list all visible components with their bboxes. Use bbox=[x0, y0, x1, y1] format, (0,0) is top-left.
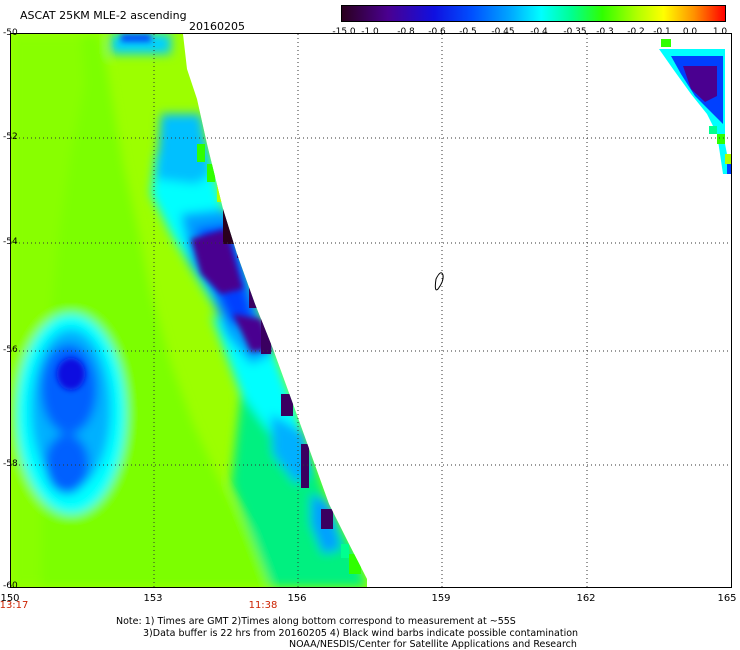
colorbar-label-0: -15.0 bbox=[332, 27, 356, 37]
colorbar-label-6: -0.4 bbox=[530, 27, 548, 37]
colorbar-label-11: 0.0 bbox=[682, 27, 698, 37]
colorbar-label-4: -0.5 bbox=[459, 27, 477, 37]
colorbar-label-3: -0.6 bbox=[428, 27, 446, 37]
lat-label-52: -52 bbox=[3, 132, 18, 142]
lon-label-153: 153 bbox=[143, 593, 163, 604]
scatterometer-swath bbox=[11, 34, 367, 587]
colorbar-label-7: -0.35 bbox=[563, 27, 587, 37]
time-label-1: 13:17 bbox=[0, 600, 29, 611]
lon-label-150: 150 bbox=[0, 593, 20, 604]
lat-label-56: -56 bbox=[3, 345, 18, 355]
lon-label-156: 156 bbox=[287, 593, 307, 604]
lon-label-159: 159 bbox=[431, 593, 451, 604]
map-title: ASCAT 25KM MLE-2 ascending bbox=[20, 9, 187, 22]
colorbar-label-10: -0.1 bbox=[653, 27, 671, 37]
lat-label-60: -60 bbox=[3, 581, 18, 591]
colorbar-label-12: 1.0 bbox=[712, 27, 728, 37]
colorbar-label-5: -0.45 bbox=[491, 27, 515, 37]
map-svg bbox=[11, 34, 731, 587]
lat-label-50: -50 bbox=[3, 28, 18, 38]
colorbar-label-8: -0.3 bbox=[596, 27, 614, 37]
note-line-3: NOAA/NESDIS/Center for Satellite Applica… bbox=[289, 639, 577, 650]
colorbar-label-9: -0.2 bbox=[627, 27, 645, 37]
time-label-2: 11:38 bbox=[248, 600, 278, 611]
colorbar-label-2: -0.8 bbox=[397, 27, 415, 37]
colorbar-label-1: -1.0 bbox=[361, 27, 379, 37]
northeast-swath-fragment bbox=[659, 39, 731, 174]
colorbar bbox=[341, 5, 726, 22]
map-date: 20160205 bbox=[189, 20, 245, 33]
graticule bbox=[11, 34, 731, 587]
lat-label-58: -58 bbox=[3, 459, 18, 469]
note-line-2: 3)Data buffer is 22 hrs from 20160205 4)… bbox=[143, 628, 579, 639]
note-line-1: Note: 1) Times are GMT 2)Times along bot… bbox=[116, 616, 516, 627]
lon-label-162: 162 bbox=[576, 593, 596, 604]
lon-label-165: 165 bbox=[717, 593, 737, 604]
map-panel bbox=[10, 33, 732, 588]
lat-label-54: -54 bbox=[3, 237, 18, 247]
wind-barb-icon bbox=[434, 272, 444, 291]
